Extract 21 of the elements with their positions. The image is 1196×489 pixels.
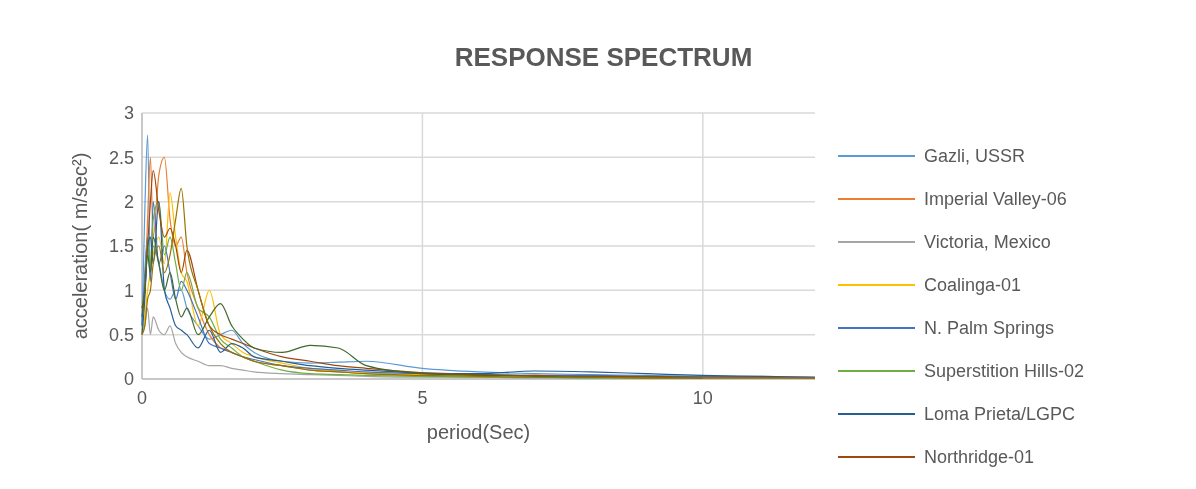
y-tick-label: 2.5 — [108, 147, 134, 168]
legend-label: Victoria, Mexico — [924, 232, 1051, 253]
x-tick-label: 5 — [417, 388, 428, 408]
x-axis-title: period(Sec) — [426, 421, 531, 443]
y-tick-label: 3 — [123, 103, 134, 124]
y-tick-label: 1 — [123, 280, 134, 301]
legend-label: Gazli, USSR — [924, 146, 1026, 167]
y-axis-title: acceleration( m/sec²) — [69, 152, 91, 340]
x-tick-label: 0 — [136, 388, 148, 408]
x-tick-label: 10 — [692, 388, 713, 408]
legend-label: Loma Prieta/LGPC — [924, 404, 1076, 425]
legend-label: Superstition Hills-02 — [924, 361, 1085, 382]
chart-title: RESPONSE SPECTRUM — [454, 42, 753, 72]
legend-label: Northridge-01 — [924, 447, 1035, 468]
legend-label: Imperial Valley-06 — [924, 189, 1067, 210]
legend-label: N. Palm Springs — [924, 318, 1055, 339]
legend-label: Coalinga-01 — [924, 275, 1022, 296]
y-tick-label: 0 — [123, 369, 134, 390]
y-tick-label: 2 — [123, 191, 134, 212]
y-tick-label: 0.5 — [108, 324, 134, 345]
y-tick-label: 1.5 — [108, 236, 134, 257]
